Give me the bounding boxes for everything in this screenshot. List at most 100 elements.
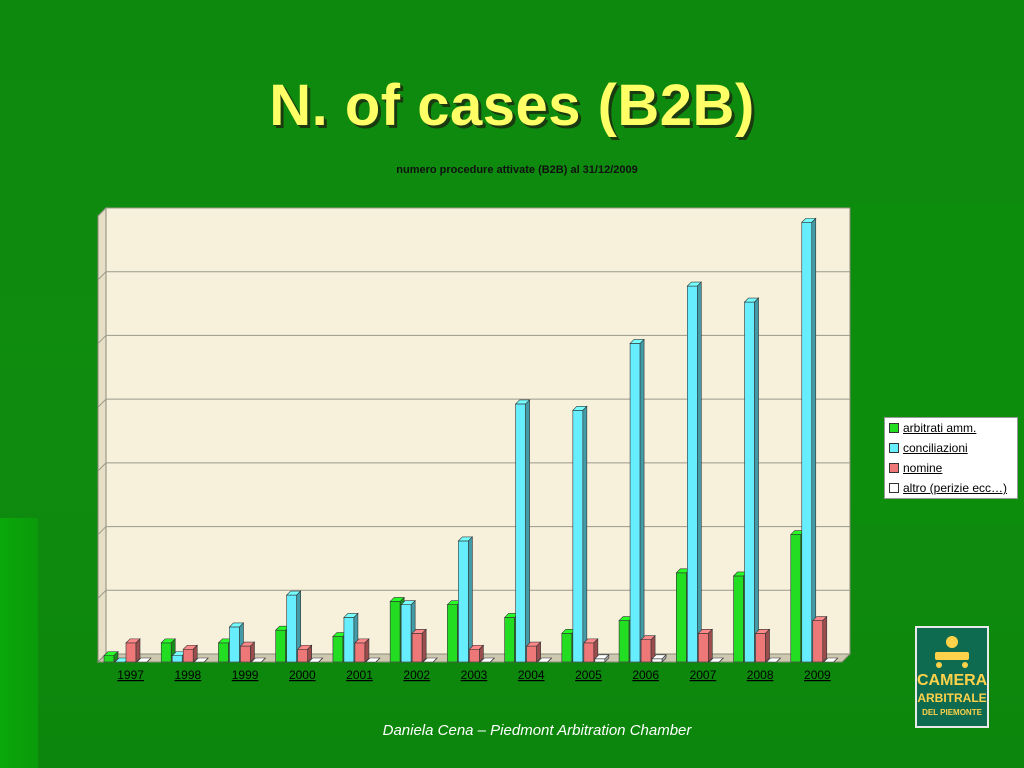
bar-side-face [192, 644, 198, 663]
x-tick-label-2000: 2000 [289, 668, 316, 682]
bar-arbitrati-2008 [733, 575, 744, 663]
bar-conciliazioni-2006 [629, 343, 641, 663]
bar-side-face [833, 657, 838, 663]
x-tick-label-2006: 2006 [632, 668, 659, 682]
gridline-side [97, 207, 107, 217]
bar-nomine-2008 [755, 633, 766, 663]
bar-side-face [719, 657, 724, 663]
bar-side-face [754, 297, 759, 663]
x-tick-label-2002: 2002 [403, 668, 430, 682]
bar-nomine-1998 [182, 648, 194, 663]
logo-line-1: CAMERA [917, 672, 988, 689]
x-tick-label-1997: 1997 [117, 668, 144, 682]
bar-side-face [468, 536, 473, 663]
bar-conciliazioni-2004 [515, 403, 526, 663]
camera-arbitrale-logo: CAMERA ARBITRALE DEL PIEMONTE [915, 626, 989, 728]
bar-side-face [697, 281, 702, 663]
footer-credit: Daniela Cena – Piedmont Arbitration Cham… [382, 722, 692, 739]
bar-nomine-2009 [812, 620, 824, 663]
gridline-side [97, 271, 107, 281]
bar-arbitrati-2007 [676, 572, 687, 663]
logo-line-3: DEL PIEMONTE [922, 708, 982, 717]
bar-conciliazioni-2007 [687, 285, 698, 663]
legend-item-altro: altro (perizie ecc…) [889, 480, 1007, 496]
x-tick-label-1998: 1998 [174, 668, 201, 682]
bar-side-face [661, 654, 667, 663]
bar-conciliazioni-2008 [744, 301, 755, 663]
bar-conciliazioni-2002 [400, 604, 412, 663]
legend-label-altro: altro (perizie ecc…) [903, 481, 1008, 495]
bar-side-face [307, 644, 312, 663]
bar-side-face [536, 641, 541, 663]
bar-nomine-2004 [526, 645, 537, 663]
x-tick-label-2008: 2008 [747, 668, 774, 682]
legend-swatch-arbitrati [889, 423, 899, 433]
legend-swatch-nomine [889, 463, 899, 473]
logo-line-2: ARBITRALE [917, 691, 987, 705]
bar-side-face [639, 338, 645, 663]
bar-side-face [811, 217, 817, 663]
bar-side-face [421, 628, 427, 663]
bar-arbitrati-2006 [618, 620, 630, 663]
bar-arbitrati-1998 [160, 642, 172, 663]
legend-label-nomine: nomine [903, 461, 943, 475]
bar-arbitrati-1997 [103, 655, 115, 663]
bar-side-face [490, 657, 495, 663]
bar-side-face [364, 638, 370, 663]
bar-arbitrati-1999 [218, 642, 229, 663]
left-green-band [0, 518, 38, 768]
bar-altro-2006 [651, 658, 663, 663]
bar-conciliazioni-2005 [572, 410, 584, 663]
bar-side-face [604, 654, 610, 663]
bar-nomine-2001 [354, 642, 366, 663]
bar-side-face [776, 657, 781, 663]
x-tick-label-2009: 2009 [804, 668, 831, 682]
bar-side-face [113, 650, 119, 663]
gridline-side [97, 462, 107, 472]
bar-side-face [204, 657, 209, 663]
bar-side-face [765, 628, 770, 663]
bar-conciliazioni-1999 [229, 626, 240, 663]
bar-side-face [822, 615, 828, 663]
bar-side-face [250, 641, 255, 663]
bar-nomine-2005 [583, 642, 595, 663]
bar-nomine-2000 [297, 648, 308, 663]
bar-side-face [432, 657, 438, 663]
bar-side-face [135, 638, 141, 663]
gridline-side [97, 526, 107, 535]
bar-nomine-2006 [640, 639, 652, 663]
x-tick-label-1999: 1999 [232, 668, 259, 682]
x-tick-label-2001: 2001 [346, 668, 373, 682]
gridline-side [97, 589, 107, 599]
bar-side-face [479, 644, 484, 663]
x-tick-label-2007: 2007 [690, 668, 717, 682]
x-tick-label-2003: 2003 [461, 668, 488, 682]
bar-side-face [261, 657, 266, 663]
legend-swatch-conciliazioni [889, 443, 899, 453]
legend-swatch-altro [889, 483, 899, 493]
plot-back-wall [105, 207, 851, 655]
bar-conciliazioni-2001 [343, 617, 355, 663]
gridline-side [97, 335, 107, 344]
bar-side-face [582, 405, 588, 663]
logo-emblem-icon [935, 636, 969, 668]
bar-arbitrati-2001 [332, 636, 344, 663]
x-tick-label-2004: 2004 [518, 668, 545, 682]
bar-side-face [708, 628, 713, 663]
bar-side-face [547, 657, 552, 663]
bar-conciliazioni-2009 [801, 222, 813, 663]
chart-title: numero procedure attivate (B2B) al 31/12… [396, 164, 638, 176]
bar-side-face [146, 657, 152, 663]
bar-nomine-2002 [411, 633, 423, 663]
bar-nomine-1999 [240, 645, 251, 663]
gridline-side [97, 398, 107, 408]
bar-nomine-1997 [125, 642, 137, 663]
bar-conciliazioni-2003 [458, 540, 469, 663]
bar-arbitrati-2004 [504, 617, 515, 663]
bar-arbitrati-2005 [561, 633, 573, 663]
bar-arbitrati-2000 [275, 629, 286, 663]
legend-label-conciliazioni: conciliazioni [903, 441, 968, 455]
legend-item-conciliazioni: conciliazioni [889, 440, 968, 456]
bar-side-face [375, 657, 381, 663]
